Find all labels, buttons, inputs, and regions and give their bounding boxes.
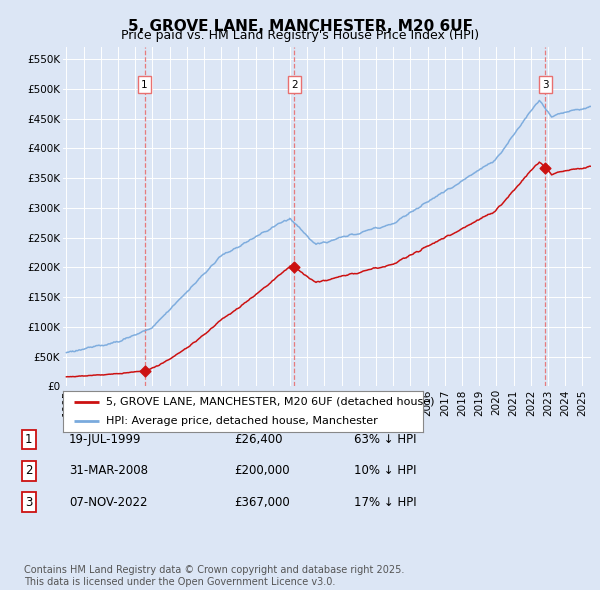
Text: 31-MAR-2008: 31-MAR-2008: [69, 464, 148, 477]
Text: 5, GROVE LANE, MANCHESTER, M20 6UF: 5, GROVE LANE, MANCHESTER, M20 6UF: [128, 19, 473, 34]
Point: [140, 366, 149, 375]
Text: Contains HM Land Registry data © Crown copyright and database right 2025.
This d: Contains HM Land Registry data © Crown c…: [24, 565, 404, 587]
Text: Price paid vs. HM Land Registry's House Price Index (HPI): Price paid vs. HM Land Registry's House …: [121, 30, 479, 42]
Text: 17% ↓ HPI: 17% ↓ HPI: [354, 496, 416, 509]
Text: £200,000: £200,000: [234, 464, 290, 477]
Point: [289, 263, 299, 272]
Text: 2: 2: [291, 80, 298, 90]
Text: £26,400: £26,400: [234, 433, 283, 446]
Text: 3: 3: [542, 80, 549, 90]
Text: 1: 1: [141, 80, 148, 90]
Text: 3: 3: [25, 496, 32, 509]
Text: 5, GROVE LANE, MANCHESTER, M20 6UF (detached house): 5, GROVE LANE, MANCHESTER, M20 6UF (deta…: [106, 396, 434, 407]
Text: £367,000: £367,000: [234, 496, 290, 509]
Text: 19-JUL-1999: 19-JUL-1999: [69, 433, 142, 446]
Text: HPI: Average price, detached house, Manchester: HPI: Average price, detached house, Manc…: [106, 416, 378, 426]
Point: [541, 163, 550, 173]
Text: 10% ↓ HPI: 10% ↓ HPI: [354, 464, 416, 477]
Text: 1: 1: [25, 433, 32, 446]
Text: 63% ↓ HPI: 63% ↓ HPI: [354, 433, 416, 446]
Text: 07-NOV-2022: 07-NOV-2022: [69, 496, 148, 509]
Text: 2: 2: [25, 464, 32, 477]
